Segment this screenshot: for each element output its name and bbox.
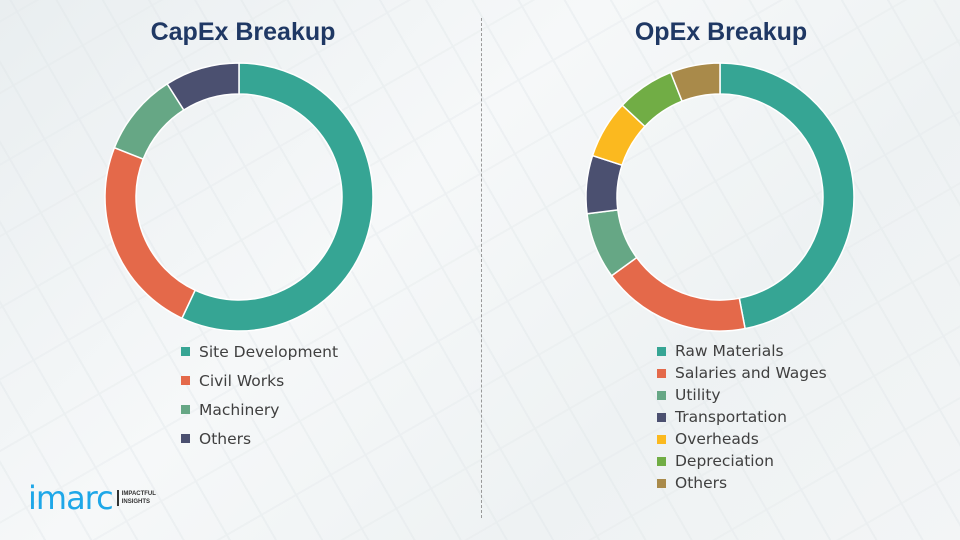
legend-swatch bbox=[657, 368, 666, 378]
legend-swatch bbox=[657, 346, 666, 356]
legend-item: Overheads bbox=[657, 428, 827, 450]
legend-item: Depreciation bbox=[657, 450, 827, 472]
legend-item: Utility bbox=[657, 384, 827, 406]
imarc-logo: imarc IMPACTFUL INSIGHTS bbox=[28, 482, 156, 514]
legend-item: Salaries and Wages bbox=[657, 362, 827, 384]
legend-item: Others bbox=[181, 424, 338, 453]
capex-legend: Site Development Civil Works Machinery Othe… bbox=[181, 337, 338, 453]
legend-label: Depreciation bbox=[675, 452, 774, 470]
legend-swatch bbox=[657, 434, 666, 444]
legend-label: Transportation bbox=[675, 408, 787, 426]
legend-swatch bbox=[181, 434, 190, 443]
slice-raw-materials bbox=[719, 62, 855, 330]
legend-swatch bbox=[657, 456, 666, 466]
logo-word: imarc bbox=[28, 479, 114, 517]
legend-label: Salaries and Wages bbox=[675, 364, 827, 382]
legend-item: Transportation bbox=[657, 406, 827, 428]
legend-swatch bbox=[181, 376, 190, 385]
legend-label: Civil Works bbox=[199, 371, 285, 390]
capex-donut bbox=[104, 62, 374, 332]
slice-site-development bbox=[180, 62, 374, 332]
opex-title: OpEx Breakup bbox=[634, 18, 808, 46]
legend-swatch bbox=[657, 478, 666, 488]
legend-label: Overheads bbox=[675, 430, 759, 448]
legend-swatch bbox=[657, 390, 666, 400]
legend-item: Others bbox=[657, 472, 827, 494]
legend-label: Others bbox=[199, 429, 252, 448]
slice-others bbox=[166, 62, 240, 112]
legend-item: Raw Materials bbox=[657, 340, 827, 362]
legend-swatch bbox=[181, 405, 190, 414]
slice-machinery bbox=[113, 82, 185, 161]
legend-label: Others bbox=[675, 474, 728, 492]
legend-item: Site Development bbox=[181, 337, 338, 366]
legend-label: Site Development bbox=[199, 342, 339, 361]
divider bbox=[481, 18, 482, 518]
legend-item: Civil Works bbox=[181, 366, 338, 395]
slice-others bbox=[669, 62, 721, 103]
slice-salaries-and-wages bbox=[610, 256, 746, 332]
slice-transportation bbox=[585, 154, 623, 215]
legend-label: Machinery bbox=[199, 400, 280, 419]
slice-civil-works bbox=[104, 146, 197, 320]
legend-label: Raw Materials bbox=[675, 342, 784, 360]
opex-donut bbox=[585, 62, 855, 332]
opex-legend: Raw Materials Salaries and Wages Utility Tr… bbox=[657, 340, 827, 494]
capex-title: CapEx Breakup bbox=[150, 18, 336, 46]
legend-swatch bbox=[181, 347, 190, 356]
legend-item: Machinery bbox=[181, 395, 338, 424]
legend-label: Utility bbox=[675, 386, 721, 404]
legend-swatch bbox=[657, 412, 666, 422]
logo-tagline: IMPACTFUL INSIGHTS bbox=[116, 490, 156, 506]
